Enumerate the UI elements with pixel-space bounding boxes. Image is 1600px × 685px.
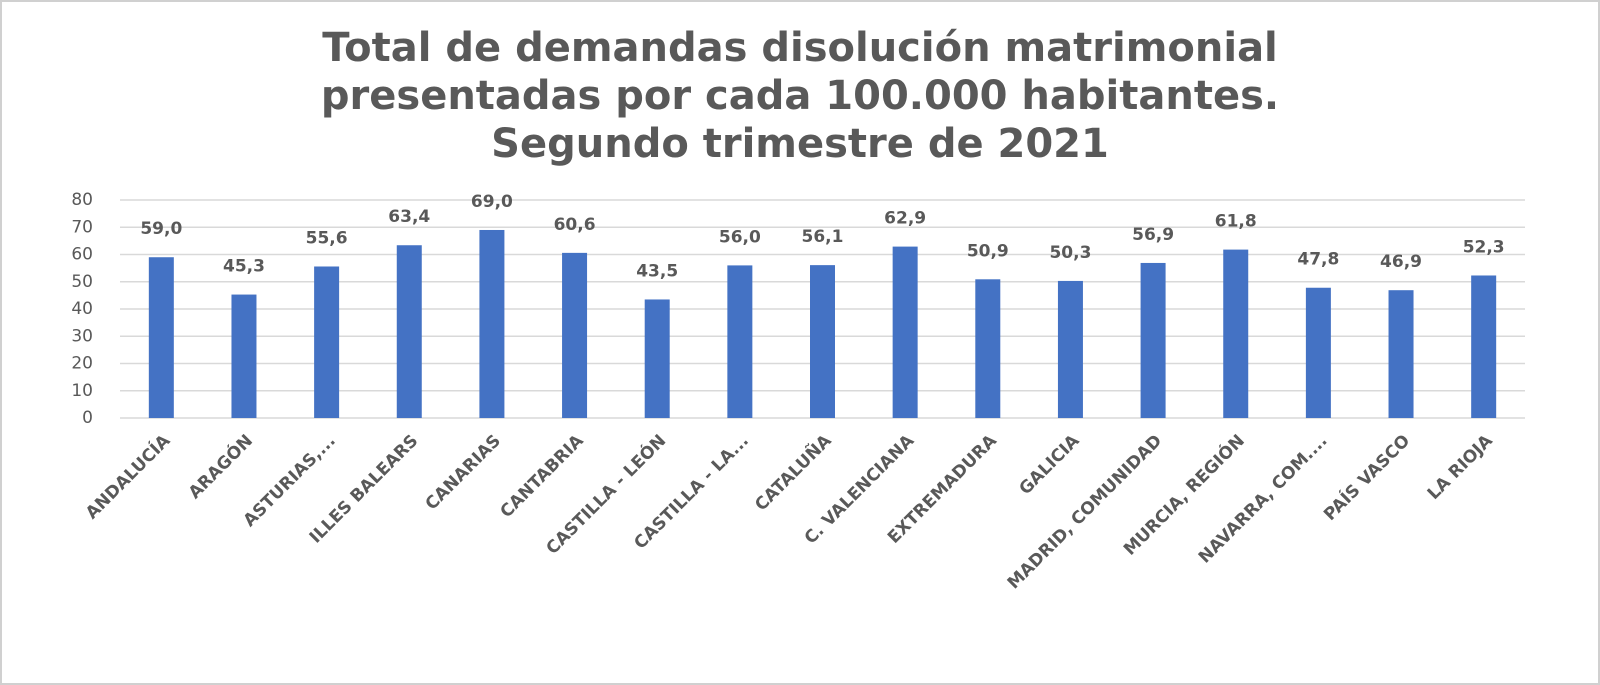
- bar: [479, 229, 505, 418]
- y-tick-label: 10: [71, 381, 93, 401]
- value-label: 59,0: [140, 219, 182, 239]
- value-label: 46,9: [1380, 252, 1422, 272]
- bar: [1223, 249, 1249, 418]
- chart-title: Segundo trimestre de 2021: [491, 121, 1109, 167]
- value-label: 56,9: [1132, 225, 1174, 245]
- y-tick-label: 40: [71, 299, 93, 319]
- y-tick-label: 0: [82, 408, 93, 428]
- bar: [644, 299, 670, 418]
- value-label: 63,4: [388, 207, 430, 227]
- bar: [727, 265, 753, 418]
- y-tick-label: 80: [71, 190, 93, 210]
- bar: [396, 245, 422, 418]
- chart-title: Total de demandas disolución matrimonial: [322, 25, 1278, 71]
- value-label: 43,5: [636, 261, 678, 281]
- y-tick-label: 50: [71, 272, 93, 292]
- bar: [975, 279, 1001, 418]
- value-label: 52,3: [1463, 237, 1505, 257]
- value-label: 45,3: [223, 257, 265, 277]
- value-label: 50,3: [1049, 243, 1091, 263]
- chart-title: presentadas por cada 100.000 habitantes.: [321, 73, 1279, 119]
- bar: [892, 246, 918, 418]
- value-label: 61,8: [1215, 212, 1257, 232]
- bar: [1388, 290, 1414, 418]
- y-tick-label: 30: [71, 326, 93, 346]
- bar: [1140, 262, 1166, 418]
- bar: [148, 257, 174, 418]
- bar: [562, 252, 588, 418]
- bar: [314, 266, 340, 418]
- bar: [810, 265, 835, 418]
- value-label: 60,6: [554, 215, 596, 235]
- y-tick-label: 20: [71, 354, 93, 374]
- value-label: 69,0: [471, 192, 513, 212]
- value-label: 56,1: [802, 227, 844, 247]
- bar: [231, 294, 257, 418]
- y-tick-label: 60: [71, 245, 93, 265]
- y-tick-label: 70: [71, 217, 93, 237]
- value-label: 50,9: [967, 241, 1009, 261]
- value-label: 62,9: [884, 209, 926, 229]
- bar: [1471, 275, 1497, 418]
- value-label: 56,0: [719, 227, 761, 247]
- bar: [1057, 280, 1083, 418]
- bar: [1305, 287, 1331, 418]
- value-label: 55,6: [306, 228, 348, 248]
- value-label: 47,8: [1297, 250, 1339, 270]
